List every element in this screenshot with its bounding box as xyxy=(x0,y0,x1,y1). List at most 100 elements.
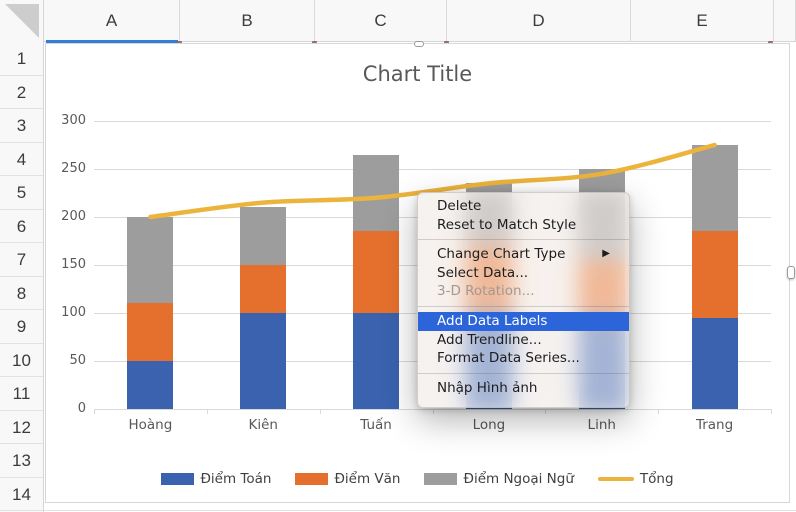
bar-segment-Tuấn-Điểm Văn[interactable] xyxy=(353,231,400,313)
bar-segment-Trang-Điểm Ngoại Ngữ[interactable] xyxy=(691,145,738,232)
x-axis-tick xyxy=(94,409,95,414)
row-header-1[interactable]: 1 xyxy=(0,42,43,76)
legend-item-Điểm Văn[interactable]: Điểm Văn xyxy=(295,471,400,487)
chart-legend[interactable]: Điểm Toán Điểm Văn Điểm Ngoại Ngữ Tổng xyxy=(46,468,789,490)
row-header-6[interactable]: 6 xyxy=(0,210,43,243)
menu-item-delete[interactable]: Delete xyxy=(418,197,629,216)
bar-segment-Trang-Điểm Văn[interactable] xyxy=(691,231,738,318)
menu-item-label: Add Trendline... xyxy=(437,331,542,348)
menu-item-3-d-rotation[interactable]: 3-D Rotation... xyxy=(418,282,629,301)
row-header-9[interactable]: 9 xyxy=(0,310,43,344)
legend-label: Điểm Ngoại Ngữ xyxy=(463,471,574,487)
legend-swatch xyxy=(295,473,329,485)
selection-accent-line xyxy=(46,40,178,43)
row-header-2[interactable]: 2 xyxy=(0,76,43,109)
menu-item-label: 3-D Rotation... xyxy=(437,283,535,300)
chart-title[interactable]: Chart Title xyxy=(362,62,473,86)
y-axis-label-100: 100 xyxy=(61,305,86,320)
column-header-a[interactable]: A xyxy=(44,0,180,42)
chart-resize-handle-right[interactable] xyxy=(787,266,795,279)
x-axis-label-Kiên[interactable]: Kiên xyxy=(248,417,278,433)
y-axis-label-0: 0 xyxy=(77,401,86,416)
column-header-e[interactable]: E xyxy=(631,0,774,42)
legend-label: Điểm Toán xyxy=(200,471,272,487)
bar-segment-Hoàng-Điểm Văn[interactable] xyxy=(127,303,174,361)
column-header-bar xyxy=(0,0,796,42)
column-header-c[interactable]: C xyxy=(315,0,447,42)
menu-item-add-data-labels[interactable]: Add Data Labels xyxy=(418,311,629,331)
bar-segment-Tuấn-Điểm Toán[interactable] xyxy=(353,313,400,409)
menu-item-change-chart-type[interactable]: Change Chart Type ▶ xyxy=(418,245,629,264)
bar-segment-Trang-Điểm Toán[interactable] xyxy=(691,317,738,409)
x-axis-label-Long[interactable]: Long xyxy=(472,417,506,433)
x-axis-tick xyxy=(206,409,208,414)
menu-item-label: Change Chart Type xyxy=(437,246,566,263)
row-header-column xyxy=(0,42,44,512)
sheet-gridline xyxy=(0,510,796,511)
total-line-path[interactable] xyxy=(148,142,717,220)
bar-segment-Kiên-Điểm Toán[interactable] xyxy=(240,313,287,409)
menu-item-nh-p-h-nh-nh[interactable]: Nhập Hình ảnh xyxy=(418,379,629,398)
legend-label: Tổng xyxy=(639,471,674,487)
legend-item-Điểm Toán[interactable]: Điểm Toán xyxy=(161,471,271,487)
row-header-12[interactable]: 12 xyxy=(0,411,43,444)
x-axis-label-Hoàng[interactable]: Hoàng xyxy=(128,417,173,433)
submenu-arrow-icon: ▶ xyxy=(602,248,610,260)
chart-resize-handle-top[interactable] xyxy=(414,41,424,47)
row-header-14[interactable]: 14 xyxy=(0,478,43,511)
gridline-300 xyxy=(94,121,771,122)
menu-item-add-trendline[interactable]: Add Trendline... xyxy=(418,331,629,350)
bar-segment-Tuấn-Điểm Ngoại Ngữ[interactable] xyxy=(353,154,400,232)
menu-item-label: Delete xyxy=(437,198,482,214)
legend-swatch xyxy=(424,473,458,485)
menu-item-label: Reset to Match Style xyxy=(437,216,577,233)
x-axis-label-Linh[interactable]: Linh xyxy=(587,417,616,433)
y-axis-label-200: 200 xyxy=(61,209,86,224)
legend-item-Điểm Ngoại Ngữ[interactable]: Điểm Ngoại Ngữ xyxy=(424,471,574,487)
x-axis-tick xyxy=(432,409,434,414)
menu-separator xyxy=(418,372,629,374)
bar-segment-Kiên-Điểm Ngoại Ngữ[interactable] xyxy=(240,207,287,265)
y-axis-label-50: 50 xyxy=(69,353,86,368)
row-header-13[interactable]: 13 xyxy=(0,444,43,478)
menu-item-label: Select Data... xyxy=(437,264,529,281)
column-header-sliver xyxy=(774,0,796,42)
select-all-corner[interactable] xyxy=(0,0,44,42)
menu-item-reset-to-match-style[interactable]: Reset to Match Style xyxy=(418,216,629,235)
x-axis-label-Tuấn[interactable]: Tuấn xyxy=(360,417,392,433)
menu-item-select-data[interactable]: Select Data... xyxy=(418,264,629,283)
column-header-b[interactable]: B xyxy=(180,0,315,42)
column-header-d[interactable]: D xyxy=(447,0,631,42)
x-axis-tick xyxy=(771,409,772,414)
row-header-11[interactable]: 11 xyxy=(0,377,43,411)
row-header-5[interactable]: 5 xyxy=(0,176,43,210)
row-header-7[interactable]: 7 xyxy=(0,243,43,277)
menu-item-label: Nhập Hình ảnh xyxy=(437,379,538,396)
menu-item-format-data-series[interactable]: Format Data Series... xyxy=(418,349,629,368)
menu-item-label: Format Data Series... xyxy=(437,350,580,367)
legend-swatch-line xyxy=(597,476,634,482)
y-axis-label-300: 300 xyxy=(61,113,86,128)
menu-separator xyxy=(418,239,629,241)
x-axis-tick xyxy=(319,409,321,414)
bar-segment-Hoàng-Điểm Ngoại Ngữ[interactable] xyxy=(127,217,174,304)
row-header-3[interactable]: 3 xyxy=(0,109,43,143)
row-header-8[interactable]: 8 xyxy=(0,277,43,310)
bar-segment-Kiên-Điểm Văn[interactable] xyxy=(240,265,287,313)
x-axis-label-Trang[interactable]: Trang xyxy=(695,417,734,433)
total-line-series[interactable] xyxy=(94,121,771,409)
x-axis-tick xyxy=(658,409,660,414)
select-all-triangle-icon xyxy=(5,4,39,38)
legend-item-Tổng[interactable]: Tổng xyxy=(597,471,674,487)
y-axis-label-150: 150 xyxy=(61,257,86,272)
legend-swatch xyxy=(161,473,195,485)
legend-label: Điểm Văn xyxy=(334,471,401,487)
row-header-4[interactable]: 4 xyxy=(0,143,43,176)
row-header-10[interactable]: 10 xyxy=(0,344,43,377)
gridline-250 xyxy=(94,169,771,170)
chart-context-menu: Delete Reset to Match Style Change Chart T… xyxy=(417,192,630,408)
menu-item-label: Add Data Labels xyxy=(437,312,548,329)
y-axis-label-250: 250 xyxy=(61,161,86,176)
bar-segment-Hoàng-Điểm Toán[interactable] xyxy=(127,361,174,409)
